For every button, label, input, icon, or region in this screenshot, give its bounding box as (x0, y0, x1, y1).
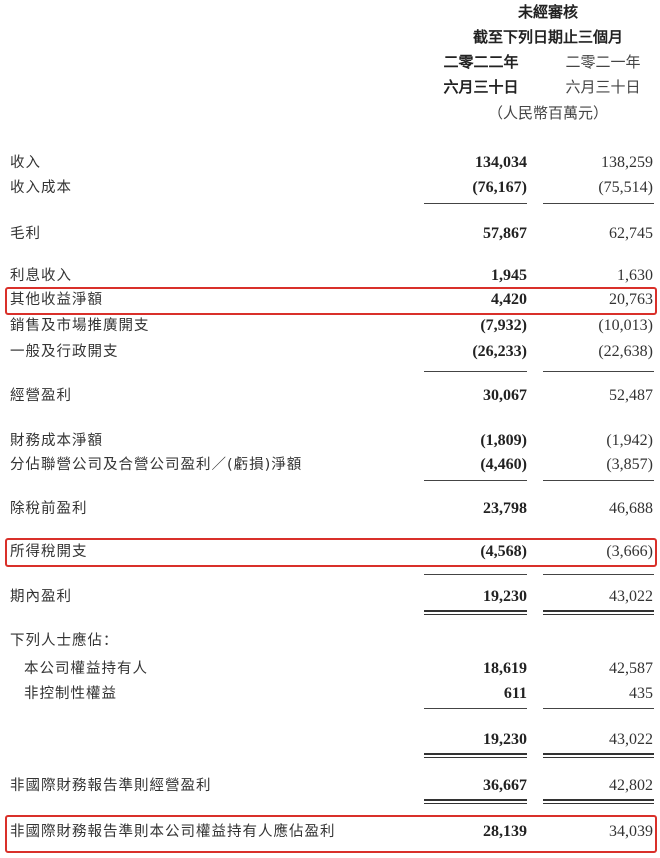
row-label: 財務成本淨額 (10, 433, 103, 449)
value-2022: 611 (503, 685, 527, 702)
subtotal-line (424, 203, 527, 204)
audit-status: 未經審核 (517, 3, 579, 21)
table-row: 收入 134,034 138,259 (0, 152, 660, 174)
row-label: 經營盈利 (10, 388, 72, 404)
year-2022: 二零二二年 (443, 53, 519, 71)
table-row: 分佔聯營公司及合營公司盈利／(虧損)淨額 (4,460) (3,857) (0, 454, 660, 476)
row-label: 分佔聯營公司及合營公司盈利／(虧損)淨額 (10, 457, 303, 473)
row-label: 期內盈利 (10, 589, 72, 605)
value-2021: 1,630 (617, 267, 653, 284)
highlight-box-non-ifrs-profit (5, 815, 657, 853)
subtotal-line (543, 203, 654, 204)
table-row: 除稅前盈利 23,798 46,688 (0, 498, 660, 520)
total-double-line (543, 753, 654, 758)
value-2022: (76,167) (472, 179, 527, 196)
table-row: 收入成本 (76,167) (75,514) (0, 177, 660, 199)
subtotal-line (543, 708, 654, 709)
table-row: 經營盈利 30,067 52,487 (0, 385, 660, 407)
value-2021: 435 (629, 685, 653, 702)
value-2022: 4,420 (491, 291, 527, 308)
value-2021: 138,259 (601, 154, 653, 171)
value-2022: (26,233) (472, 343, 527, 360)
year-2021: 二零二一年 (565, 53, 641, 71)
value-2022: 30,067 (483, 387, 527, 404)
table-row: 下列人士應佔： (0, 630, 660, 652)
date-2021: 六月三十日 (565, 78, 641, 96)
row-label: 銷售及市場推廣開支 (10, 318, 150, 334)
value-2021: 62,745 (609, 225, 653, 242)
highlight-box-other-gains (5, 287, 657, 315)
value-2022: (7,932) (480, 317, 527, 334)
period-label: 截至下列日期止三個月 (472, 28, 624, 46)
subtotal-line (424, 574, 527, 575)
table-row: 財務成本淨額 (1,809) (1,942) (0, 430, 660, 452)
table-row: 利息收入 1,945 1,630 (0, 265, 660, 287)
value-2021: 46,688 (609, 500, 653, 517)
value-2022: (4,568) (480, 543, 527, 560)
row-label: 本公司權益持有人 (24, 661, 148, 677)
row-label: 收入 (10, 155, 41, 171)
total-double-line (543, 799, 654, 804)
subtotal-line (543, 480, 654, 481)
table-row: 一般及行政開支 (26,233) (22,638) (0, 341, 660, 363)
subtotal-line (543, 574, 654, 575)
value-2021: 43,022 (609, 588, 653, 605)
value-2021: (3,666) (606, 543, 653, 560)
value-2022: 134,034 (475, 154, 527, 171)
value-2021: 20,763 (609, 291, 653, 308)
value-2021: 42,587 (609, 660, 653, 677)
row-label: 一般及行政開支 (10, 344, 119, 360)
row-label: 利息收入 (10, 268, 72, 284)
table-row: 19,230 43,022 (0, 729, 660, 751)
value-2021: 43,022 (609, 731, 653, 748)
value-2022: 1,945 (491, 267, 527, 284)
date-2022: 六月三十日 (443, 78, 519, 96)
table-row: 銷售及市場推廣開支 (7,932) (10,013) (0, 315, 660, 337)
value-2021: (3,857) (606, 456, 653, 473)
table-row: 其他收益淨額 4,420 20,763 (0, 289, 660, 311)
subtotal-line (424, 708, 527, 709)
value-2022: 18,619 (483, 660, 527, 677)
row-label: 非國際財務報告準則經營盈利 (10, 778, 212, 794)
total-double-line (543, 610, 654, 615)
table-row: 非國際財務報告準則經營盈利 36,667 42,802 (0, 775, 660, 797)
value-2022: (4,460) (480, 456, 527, 473)
table-row: 所得稅開支 (4,568) (3,666) (0, 541, 660, 563)
value-2022: 28,139 (483, 823, 527, 840)
value-2021: 42,802 (609, 777, 653, 794)
row-label: 非控制性權益 (24, 686, 117, 702)
row-label: 非國際財務報告準則本公司權益持有人應佔盈利 (10, 824, 336, 840)
table-row: 本公司權益持有人 18,619 42,587 (0, 658, 660, 680)
unit-label: （人民幣百萬元） (487, 104, 609, 122)
value-2022: 36,667 (483, 777, 527, 794)
value-2022: 57,867 (483, 225, 527, 242)
row-label: 下列人士應佔： (10, 633, 119, 649)
value-2021: (22,638) (598, 343, 653, 360)
subtotal-line (424, 480, 527, 481)
subtotal-line (424, 371, 527, 372)
table-row: 期內盈利 19,230 43,022 (0, 586, 660, 608)
table-row: 非國際財務報告準則本公司權益持有人應佔盈利 28,139 34,039 (0, 821, 660, 843)
value-2022: 19,230 (483, 731, 527, 748)
row-label: 其他收益淨額 (10, 292, 103, 308)
value-2022: 23,798 (483, 500, 527, 517)
value-2021: (75,514) (598, 179, 653, 196)
value-2021: (10,013) (598, 317, 653, 334)
value-2021: 52,487 (609, 387, 653, 404)
total-double-line (424, 799, 527, 804)
subtotal-line (543, 371, 654, 372)
row-label: 所得稅開支 (10, 544, 88, 560)
value-2021: 34,039 (609, 823, 653, 840)
row-label: 毛利 (10, 226, 41, 242)
value-2022: (1,809) (480, 432, 527, 449)
row-label: 除稅前盈利 (10, 501, 88, 517)
total-double-line (424, 753, 527, 758)
highlight-box-income-tax (5, 538, 657, 567)
table-row: 非控制性權益 611 435 (0, 683, 660, 705)
table-row: 毛利 57,867 62,745 (0, 223, 660, 245)
value-2022: 19,230 (483, 588, 527, 605)
total-double-line (424, 610, 527, 615)
row-label: 收入成本 (10, 180, 72, 196)
value-2021: (1,942) (606, 432, 653, 449)
